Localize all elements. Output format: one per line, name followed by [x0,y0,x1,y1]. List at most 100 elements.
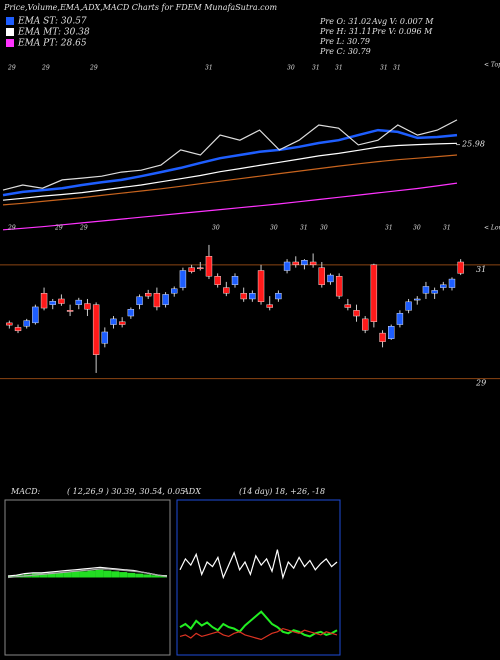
date-label: 31 [443,225,451,232]
y-tick-label: 29 [475,379,486,388]
candle-body [58,298,65,304]
stat: Avg V: 0.007 M [371,17,434,26]
histogram-bar [55,572,64,578]
candle-body [6,322,13,326]
candle-body [127,309,135,317]
histogram-bar [39,573,48,578]
candle-body [171,288,178,294]
candle-body [66,310,74,312]
candle-body [145,293,152,297]
candle-body [223,287,230,294]
candle-body [205,256,213,277]
candle-body [49,301,56,305]
candle-body [92,304,100,355]
series-line [179,627,338,641]
date-label: 30 [320,225,328,232]
stat: Pre O: 31.02 [319,17,371,26]
candle-body [75,299,82,305]
candle-body [32,306,39,324]
stat: Pre L: 30.79 [319,37,370,46]
series-line [2,182,458,231]
legend-label: EMA MT: 30.38 [17,28,90,38]
legend-label: EMA PT: 28.65 [17,39,87,49]
panel-title: MACD: [10,487,41,496]
candle-body [275,293,282,300]
histogram-bar [111,571,120,578]
stat: Pre C: 30.79 [319,47,371,56]
candle-body [197,267,204,270]
date-label: 29 [41,65,50,72]
candle-body [448,278,456,288]
candle-body [361,318,369,331]
date-label: 31 [205,65,213,72]
date-label: 31 [300,225,308,232]
candle-body [431,290,438,294]
candle-body [153,293,161,308]
series-line [2,142,458,201]
date-label: 30 [212,225,220,232]
candle-body [405,301,412,311]
candle-body [379,332,386,342]
series-line [7,568,168,579]
candle-body [84,303,91,310]
series-line [179,549,338,580]
histogram-bar [79,571,88,578]
panel-subtitle: (14 day) 18, +26, -18 [239,487,325,496]
candle-body [301,260,308,266]
series-line [2,128,458,197]
candle-body [240,293,247,300]
legend-swatch [6,17,14,25]
histogram-bar [71,571,80,578]
date-label: 31 [385,225,393,232]
date-label: 29 [54,225,63,232]
candle-body [292,261,299,266]
stat: Pre V: 0.096 M [371,27,433,36]
panel-frame [176,499,341,656]
candle-body [440,284,447,288]
candle-body [110,318,117,325]
histogram-bar [103,570,112,578]
date-label: 29 [7,65,16,72]
candle-body [23,320,30,327]
date-label: 29 [89,65,98,72]
stat: Pre H: 31.11 [319,27,372,36]
candle-body [188,267,195,272]
histogram-bar [119,572,128,578]
candle-body [422,286,430,294]
histogram-bar [47,572,56,578]
candle-body [335,276,343,297]
legend-swatch [6,28,14,36]
candle-body [257,270,265,303]
candle-body [414,298,421,301]
candle-body [179,270,187,288]
panel-subtitle: ( 12,26,9 ) 30.39, 30.54, 0.05 [67,487,185,496]
candle-body [396,312,404,325]
histogram-bar [87,570,96,578]
candle-body [309,261,317,266]
candle-body [327,274,334,283]
date-label: 29 [7,225,16,232]
date-label: 30 [287,65,295,72]
date-label: 29 [79,225,88,232]
candle-body [231,276,239,285]
candle-body [388,326,395,339]
candle-body [249,293,256,300]
date-label: 30 [413,225,421,232]
candle-body [344,304,352,308]
candle-body [283,261,291,271]
series-line [179,610,338,638]
candle-body [457,261,464,274]
candle-body [370,264,378,322]
date-label: 31 [393,65,401,72]
histogram-bar [95,569,104,578]
candle-body [136,296,143,305]
candle-body [162,294,169,305]
histogram-bar [63,572,72,578]
candle-body [214,276,221,285]
annotation: < Tops [484,62,500,69]
date-label: 31 [312,65,320,72]
histogram-bar [127,572,136,578]
legend-swatch [6,39,14,47]
